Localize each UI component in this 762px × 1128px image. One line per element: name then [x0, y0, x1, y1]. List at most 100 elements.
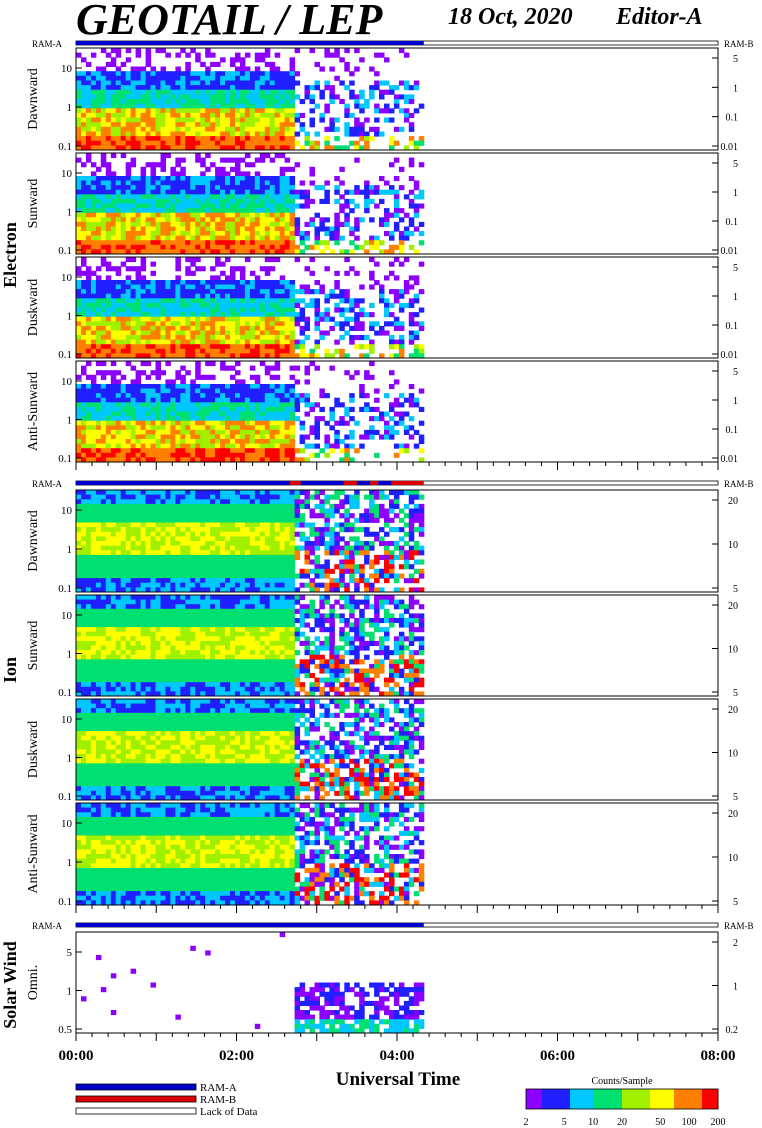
- panel-label: Sunward: [26, 179, 41, 229]
- colorbar-cell: [698, 1089, 703, 1109]
- ram-segment: [370, 481, 379, 485]
- right-tick-label: 0.2: [726, 1025, 739, 1036]
- colorbar-cell: [606, 1089, 611, 1109]
- ram-segment: [391, 481, 424, 485]
- left-tick-label: 0.1: [58, 453, 72, 465]
- panel-label: Dawnward: [26, 68, 41, 129]
- colorbar-cell: [634, 1089, 639, 1109]
- left-tick-label: 1: [67, 102, 73, 114]
- colorbar-cell: [534, 1089, 539, 1109]
- right-tick-label: 0.01: [721, 454, 739, 465]
- left-tick-label: 0.1: [58, 687, 72, 699]
- x-tick-label: 08:00: [701, 1048, 736, 1064]
- panel-label: Duskward: [26, 279, 41, 337]
- colorbar-cell: [570, 1089, 575, 1109]
- ram-segment: [300, 481, 344, 485]
- colorbar-cell: [626, 1089, 631, 1109]
- right-tick-label: 20: [728, 705, 738, 716]
- left-tick-label: 1: [67, 753, 73, 765]
- left-tick-label: 10: [61, 168, 73, 180]
- colorbar-cell: [586, 1089, 591, 1109]
- panel-label: Dawnward: [26, 510, 41, 571]
- colorbar-cell: [614, 1089, 619, 1109]
- colorbar-cell: [678, 1089, 683, 1109]
- right-tick-label: 2: [733, 938, 738, 949]
- date-label: 18 Oct, 2020: [448, 4, 573, 30]
- panel-label: Duskward: [26, 721, 41, 779]
- left-tick-label: 10: [61, 63, 73, 75]
- right-tick-label: 1: [733, 83, 738, 94]
- panel-frame: [75, 594, 719, 697]
- panel-frame: [75, 152, 719, 255]
- left-tick-label: 1: [67, 857, 73, 869]
- ram-segment: [76, 923, 424, 927]
- right-tick-label: 20: [728, 601, 738, 612]
- colorbar-frame: [525, 1088, 719, 1110]
- colorbar-tick-label: 200: [711, 1117, 726, 1128]
- colorbar-cell: [666, 1089, 671, 1109]
- colorbar-cell: [618, 1089, 623, 1109]
- ram-label-left: RAM-A: [32, 39, 63, 49]
- right-tick-label: 1: [733, 292, 738, 303]
- right-tick-label: 20: [728, 496, 738, 507]
- group-label: Solar Wind: [0, 941, 20, 1029]
- right-tick-label: 0.01: [721, 350, 739, 361]
- colorbar-cell: [526, 1089, 531, 1109]
- left-tick-label: 10: [61, 714, 73, 726]
- colorbar-cell: [602, 1089, 607, 1109]
- ram-label-left: RAM-A: [32, 479, 63, 489]
- right-tick-label: 1: [733, 188, 738, 199]
- colorbar-cell: [598, 1089, 603, 1109]
- x-axis-label: Universal Time: [336, 1069, 460, 1090]
- ram-segment: [290, 481, 301, 485]
- left-tick-label: 5: [67, 947, 73, 959]
- right-tick-label: 10: [728, 749, 738, 760]
- left-tick-label: 0.1: [58, 349, 72, 361]
- colorbar-cell: [662, 1089, 667, 1109]
- colorbar-tick-label: 2: [524, 1117, 529, 1128]
- colorbar-cell: [562, 1089, 567, 1109]
- panel-frame: [75, 47, 719, 151]
- colorbar-cell: [714, 1089, 719, 1109]
- colorbar-cell: [642, 1089, 647, 1109]
- colorbar-cell: [594, 1089, 599, 1109]
- colorbar-cell: [710, 1089, 715, 1109]
- left-tick-label: 0.1: [58, 141, 72, 153]
- colorbar-cell: [578, 1089, 583, 1109]
- left-tick-label: 0.1: [58, 245, 72, 257]
- panel-frame: [75, 256, 719, 359]
- colorbar-cell: [530, 1089, 535, 1109]
- ram-segment: [356, 481, 371, 485]
- left-tick-label: 1: [67, 207, 73, 219]
- colorbar-cell: [670, 1089, 675, 1109]
- legend-label: RAM-A: [200, 1082, 237, 1094]
- right-tick-label: 5: [733, 367, 738, 378]
- colorbar-cell: [558, 1089, 563, 1109]
- legend-swatch: [75, 1083, 197, 1091]
- colorbar-cell: [674, 1089, 679, 1109]
- left-tick-label: 0.5: [58, 1024, 72, 1036]
- right-tick-label: 5: [733, 159, 738, 170]
- colorbar-cell: [630, 1089, 635, 1109]
- left-tick-label: 1: [67, 649, 73, 661]
- x-tick-label: 00:00: [59, 1048, 94, 1064]
- panel-frame: [75, 489, 719, 593]
- right-tick-label: 5: [733, 688, 738, 699]
- left-tick-label: 1: [67, 544, 73, 556]
- left-tick-label: 1: [67, 986, 73, 998]
- panel-label: Anti-Sunward: [26, 814, 41, 893]
- colorbar-cell: [694, 1089, 699, 1109]
- editor-label: Editor-A: [616, 4, 703, 30]
- colorbar-tick-label: 5: [562, 1117, 567, 1128]
- left-tick-label: 10: [61, 818, 73, 830]
- colorbar-tick-label: 100: [682, 1117, 697, 1128]
- ram-segment: [343, 481, 357, 485]
- colorbar-cell: [566, 1089, 571, 1109]
- right-tick-label: 0.01: [721, 246, 739, 257]
- legend-swatch: [75, 1107, 197, 1115]
- colorbar-cell: [650, 1089, 655, 1109]
- colorbar-cell: [582, 1089, 587, 1109]
- colorbar-tick-label: 10: [588, 1117, 598, 1128]
- colorbar-cell: [638, 1089, 643, 1109]
